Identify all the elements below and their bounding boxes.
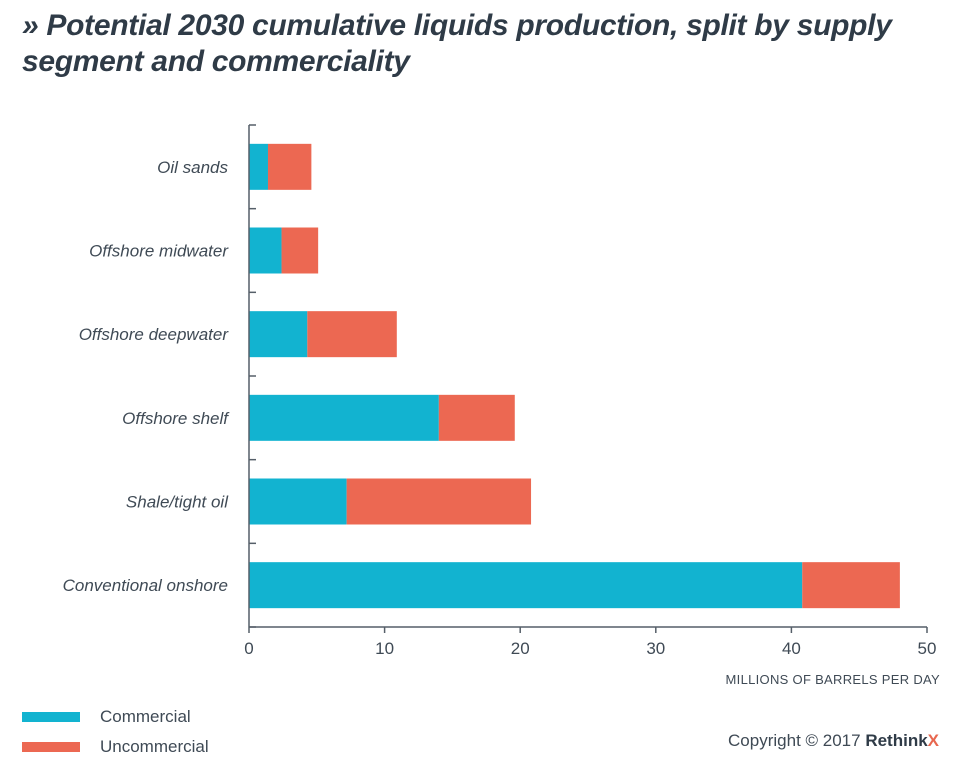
x-tick-label-50: 50 [918,639,937,658]
brand-logo-text: Rethink [865,731,928,750]
category-label-oil-sands: Oil sands [157,158,228,177]
chart-title: » Potential 2030 cumulative liquids prod… [22,9,892,78]
category-labels: Oil sands Offshore midwater Offshore deepw… [63,158,231,595]
category-label-offshore-midwater: Offshore midwater [89,242,229,261]
bar-commercial-oil-sands [249,143,268,190]
copyright-text: Copyright © 2017 [728,731,861,750]
bar-chart: Oil sands Offshore midwater Offshore deepw… [63,124,940,687]
legend-item-uncommercial: Uncommercial [22,732,209,762]
brand-logo-x: X [927,731,939,750]
bar-commercial-conventional-onshore [249,562,803,609]
legend: Commercial Uncommercial [22,702,209,762]
axes-layer: 0 10 20 30 40 50 [244,124,937,658]
legend-item-commercial: Commercial [22,702,209,732]
category-label-conventional-onshore: Conventional onshore [63,576,228,595]
bar-commercial-offshore-deepwater [249,311,308,358]
copyright-notice: Copyright © 2017 RethinkX [728,731,939,751]
x-axis-title: MILLIONS OF BARRELS PER DAY [726,672,940,687]
bar-uncommercial-oil-sands [267,143,312,190]
bar-uncommercial-shale-tight-oil [346,478,532,525]
bars-layer [249,143,900,609]
bar-uncommercial-offshore-deepwater [307,311,397,358]
x-tick-label-40: 40 [782,639,801,658]
x-tick-label-10: 10 [375,639,394,658]
bar-commercial-offshore-midwater [249,227,282,274]
bar-commercial-offshore-shelf [249,394,439,441]
bar-commercial-shale-tight-oil [249,478,347,525]
x-tick-label-30: 30 [646,639,665,658]
category-label-offshore-deepwater: Offshore deepwater [79,325,230,344]
x-tick-label-20: 20 [511,639,530,658]
legend-swatch-uncommercial [22,742,80,752]
x-tick-label-0: 0 [244,639,253,658]
bar-uncommercial-conventional-onshore [802,562,900,609]
bar-uncommercial-offshore-midwater [281,227,319,274]
legend-label-commercial: Commercial [100,707,191,726]
category-label-shale-tight-oil: Shale/tight oil [126,493,229,512]
category-label-offshore-shelf: Offshore shelf [122,409,230,428]
legend-swatch-commercial [22,712,80,722]
legend-label-uncommercial: Uncommercial [100,737,209,756]
bar-uncommercial-offshore-shelf [438,394,515,441]
